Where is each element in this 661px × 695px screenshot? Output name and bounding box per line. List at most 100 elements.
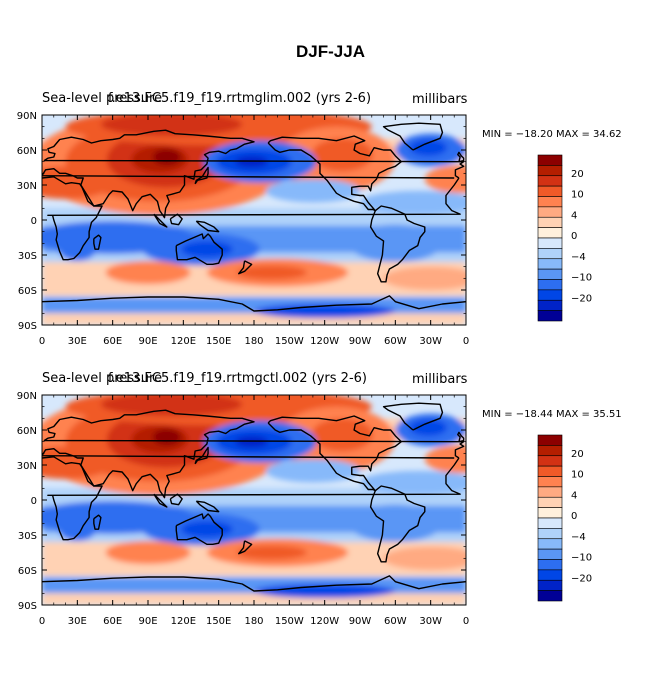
colorbar-label: −10	[571, 273, 592, 284]
x-tick-label: 180	[244, 336, 263, 347]
coastline-segment	[267, 135, 402, 212]
x-tick-label: 180	[244, 616, 263, 627]
colorbar-swatch	[537, 268, 563, 280]
coastline-segment	[42, 409, 465, 499]
x-tick-label: 0	[463, 616, 469, 627]
colorbar-label: 0	[571, 511, 577, 522]
contour-map: 0 30E 60E 90E 120E 150E 180 150W 120W 90W 60W 30W 09…	[17, 111, 469, 347]
x-tick-label: 90E	[138, 616, 157, 627]
coastline-segment	[175, 233, 223, 266]
x-tick-label: 60E	[103, 616, 122, 627]
band-subtropic	[42, 532, 466, 542]
coastline-segment	[194, 446, 209, 465]
x-tick-label: 150W	[275, 616, 304, 627]
case-label: f.e13.FC5.f19_f19.rrtmgctl.002 (yrs 2-6)	[108, 371, 367, 386]
units-label: millibars	[412, 92, 468, 107]
arctic-high-core	[100, 395, 243, 416]
map-panel-1: Sea-level pressure f.e13.FC5.f19_f19.rrt…	[17, 91, 622, 347]
colorbar-swatch	[537, 445, 563, 457]
colorbar-swatch	[537, 185, 563, 197]
colorbar-label: 0	[571, 231, 577, 242]
colorbar: 20 10 4 0 −4 −10 −20	[537, 434, 592, 602]
y-tick-label: 30S	[18, 251, 37, 262]
y-tick-label: 0	[31, 496, 37, 507]
min-max-text: MIN = −18.20 MAX = 34.62	[482, 129, 622, 140]
x-tick-label: 60E	[103, 336, 122, 347]
colorbar-swatch	[537, 227, 563, 239]
colorbar-label: −4	[571, 252, 586, 263]
colorbar-swatch	[537, 559, 563, 571]
y-tick-label: 90S	[18, 601, 37, 612]
colorbar-swatch	[537, 299, 563, 311]
x-tick-label: 120E	[171, 336, 196, 347]
colorbar-swatch	[537, 590, 563, 602]
colorbar-swatch	[537, 206, 563, 218]
coastline-segment	[237, 540, 253, 555]
min-max-text: MIN = −18.44 MAX = 35.51	[482, 409, 622, 420]
x-tick-label: 30E	[68, 336, 87, 347]
coastline-segment	[194, 166, 209, 185]
colorbar-label: −20	[571, 573, 592, 584]
colorbar: 20 10 4 0 −4 −10 −20	[537, 154, 592, 322]
colorbar-swatch	[537, 289, 563, 301]
colorbar-swatch	[537, 486, 563, 498]
pacific-high-core	[236, 545, 307, 560]
units-label: millibars	[412, 372, 468, 387]
colorbar-swatch	[537, 548, 563, 560]
pacific-tongue	[265, 179, 360, 203]
asia-high-max	[152, 428, 181, 446]
indian-high	[105, 540, 191, 565]
x-tick-label: 30E	[68, 616, 87, 627]
coastline-segment	[93, 234, 102, 250]
colorbar-swatch	[537, 248, 563, 260]
antarctic-low	[254, 584, 396, 598]
y-tick-label: 90N	[17, 391, 37, 402]
y-tick-label: 60N	[17, 146, 37, 157]
y-tick-label: 90N	[17, 111, 37, 122]
coastline-segment	[42, 295, 466, 312]
colorbar-label: −20	[571, 293, 592, 304]
colorbar-swatch	[537, 538, 563, 550]
x-tick-label: 0	[39, 336, 45, 347]
colorbar-swatch	[537, 569, 563, 581]
safrica-low	[58, 237, 97, 261]
colorbar-swatch	[537, 175, 563, 187]
coastline-segment	[175, 513, 223, 546]
coastline-segment	[369, 205, 426, 283]
coastline-segment	[237, 260, 253, 275]
safrica-low	[58, 517, 97, 541]
coastline-segment	[457, 431, 465, 443]
coastline-segment	[382, 402, 444, 431]
x-tick-label: 120W	[310, 336, 339, 347]
colorbar-swatch	[537, 279, 563, 291]
colorbar-label: 4	[571, 210, 577, 221]
x-tick-label: 90W	[349, 616, 372, 627]
colorbar-label: −4	[571, 532, 586, 543]
y-tick-label: 30S	[18, 531, 37, 542]
y-tick-label: 30N	[17, 181, 37, 192]
coastline-segment	[169, 213, 183, 226]
coastline-segment	[93, 514, 102, 530]
y-tick-label: 60N	[17, 426, 37, 437]
coastlines	[42, 402, 466, 592]
colorbar-swatch	[537, 476, 563, 488]
asia-high-max	[152, 148, 181, 166]
y-tick-label: 30N	[17, 461, 37, 472]
australia-low-core	[180, 521, 233, 538]
arctic-high-core	[100, 115, 243, 136]
x-tick-label: 150E	[206, 616, 231, 627]
contour-map: 0 30E 60E 90E 120E 150E 180 150W 120W 90W 60W 30W 09…	[17, 391, 469, 627]
indian-high	[105, 260, 191, 285]
x-tick-label: 120E	[171, 616, 196, 627]
x-tick-label: 30W	[419, 336, 442, 347]
colorbar-label: 4	[571, 490, 577, 501]
colorbar-swatch	[537, 154, 563, 166]
colorbar-swatch	[537, 517, 563, 529]
na-high-core	[311, 138, 373, 171]
figure-title: DJF-JJA	[296, 42, 365, 61]
atlantic-tongue	[360, 190, 466, 215]
y-tick-label: 60S	[18, 566, 37, 577]
x-tick-label: 150W	[275, 336, 304, 347]
x-tick-label: 60W	[384, 336, 407, 347]
colorbar-swatch	[537, 528, 563, 540]
